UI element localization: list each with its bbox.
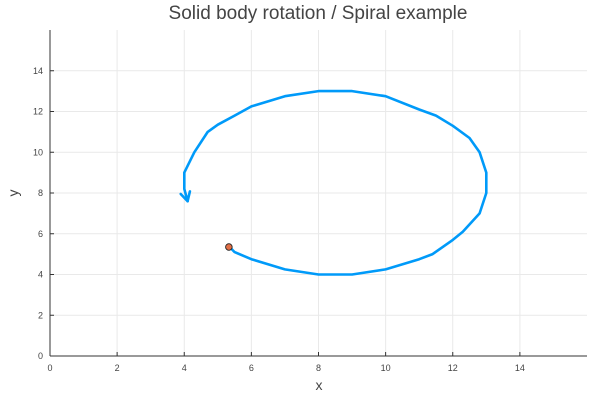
series-line-0: [183, 89, 488, 276]
axes: [49, 30, 587, 357]
x-tick-label: 2: [115, 363, 120, 373]
y-tick-label: 8: [38, 188, 43, 198]
x-tick-label: 6: [249, 363, 254, 373]
series-layer: [179, 89, 488, 276]
x-tick-labels: 0 2 4 6 8 10 12 14: [47, 363, 524, 373]
x-tick-label: 0: [47, 363, 52, 373]
y-tick-label: 10: [33, 147, 43, 157]
y-tick-label: 0: [38, 351, 43, 361]
y-tick-label: 4: [38, 270, 43, 280]
chart-title: Solid body rotation / Spiral example: [169, 3, 468, 24]
gridlines: [50, 30, 587, 356]
x-tick-label: 4: [182, 363, 187, 373]
y-tick-labels: 0 2 4 6 8 10 12 14: [33, 66, 43, 361]
start-point-marker-0: [225, 243, 233, 251]
x-tick-label: 14: [515, 363, 525, 373]
marker-layer: [225, 243, 233, 251]
y-tick-label: 12: [33, 107, 43, 117]
y-tick-label: 2: [38, 310, 43, 320]
series-arrowhead-0: [179, 190, 192, 203]
x-tick-label: 8: [316, 363, 321, 373]
y-axis-label: y: [5, 190, 21, 197]
x-tick-label: 12: [448, 363, 458, 373]
x-tick-label: 10: [381, 363, 391, 373]
y-tick-label: 6: [38, 229, 43, 239]
x-axis-label: x: [316, 377, 323, 393]
y-tick-label: 14: [33, 66, 43, 76]
